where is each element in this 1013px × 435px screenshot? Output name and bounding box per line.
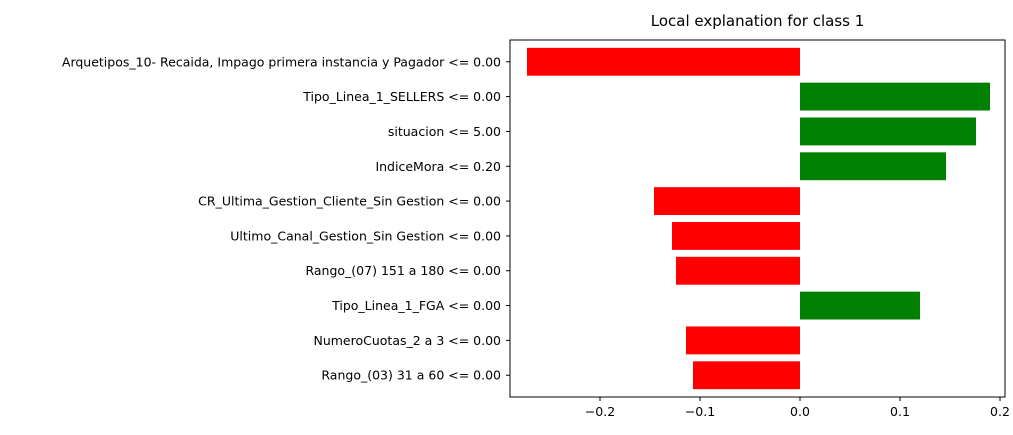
bar-9 bbox=[693, 361, 800, 390]
bar-3 bbox=[800, 152, 946, 181]
x-tick-label-3: 0.1 bbox=[890, 404, 910, 419]
x-tick-label-2: 0.0 bbox=[790, 404, 810, 419]
bar-5 bbox=[672, 221, 800, 250]
x-tick-label-0: −0.2 bbox=[585, 404, 615, 419]
y-tick-label-6: Rango_(07) 151 a 180 <= 0.00 bbox=[305, 263, 501, 278]
y-tick-label-9: Rango_(03) 31 a 60 <= 0.00 bbox=[321, 368, 501, 383]
y-tick-label-8: NumeroCuotas_2 a 3 <= 0.00 bbox=[313, 333, 501, 348]
y-tick-label-2: situacion <= 5.00 bbox=[388, 124, 501, 139]
bar-4 bbox=[654, 187, 800, 216]
x-tick-label-1: −0.1 bbox=[685, 404, 715, 419]
bar-2 bbox=[800, 117, 976, 146]
y-axis: Arquetipos_10- Recaida, Impago primera i… bbox=[62, 54, 510, 383]
y-tick-label-0: Arquetipos_10- Recaida, Impago primera i… bbox=[62, 54, 501, 69]
bars-group bbox=[527, 47, 990, 390]
y-tick-label-5: Ultimo_Canal_Gestion_Sin Gestion <= 0.00 bbox=[230, 228, 501, 243]
y-tick-label-7: Tipo_Linea_1_FGA <= 0.00 bbox=[331, 298, 501, 313]
x-axis: −0.2 −0.1 0.0 0.1 0.2 bbox=[585, 397, 1010, 419]
y-tick-label-1: Tipo_Linea_1_SELLERS <= 0.00 bbox=[302, 89, 501, 104]
chart-title: Local explanation for class 1 bbox=[651, 12, 865, 30]
bar-6 bbox=[676, 256, 800, 285]
x-tick-label-4: 0.2 bbox=[990, 404, 1010, 419]
bar-7 bbox=[800, 291, 920, 320]
plot-frame bbox=[509, 39, 1006, 398]
y-tick-label-4: CR_Ultima_Gestion_Cliente_Sin Gestion <=… bbox=[198, 194, 501, 209]
bar-0 bbox=[527, 47, 800, 76]
bar-1 bbox=[800, 82, 990, 111]
bar-8 bbox=[686, 326, 800, 355]
y-tick-label-3: IndiceMora <= 0.20 bbox=[375, 159, 501, 174]
